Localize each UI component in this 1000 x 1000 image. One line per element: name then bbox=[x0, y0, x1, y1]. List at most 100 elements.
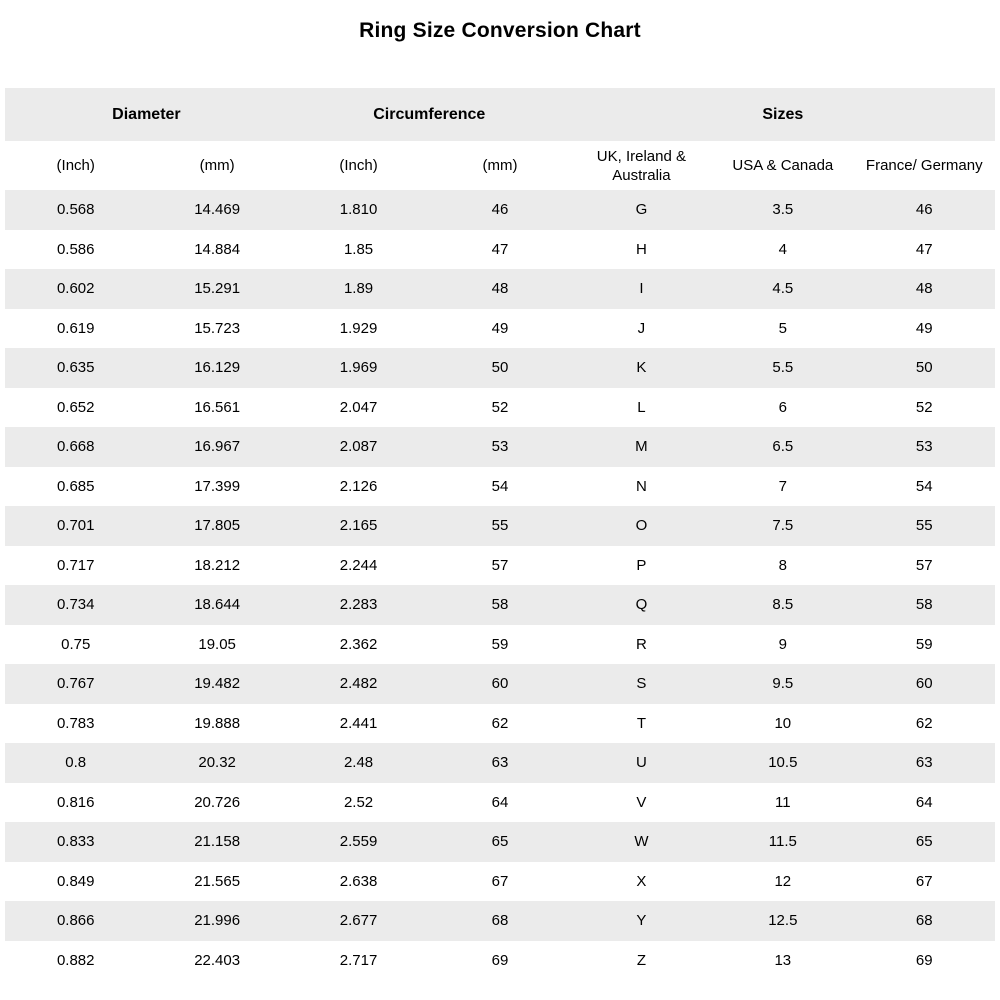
table-cell: 22.403 bbox=[194, 951, 241, 969]
table-cell: 57 bbox=[915, 556, 933, 574]
table-row: 0.783 19.888 2.441 62 T 10 62 bbox=[5, 704, 995, 744]
table-row: 0.8 20.32 2.48 63 U 10.5 63 bbox=[5, 743, 995, 783]
table-cell: 58 bbox=[853, 585, 995, 625]
col-header-diameter-mm: (mm) bbox=[146, 141, 288, 190]
table-row: 0.816 20.726 2.52 64 V 11 64 bbox=[5, 783, 995, 823]
table-cell: 15.723 bbox=[194, 319, 241, 337]
table-cell: 2.087 bbox=[287, 427, 430, 467]
table-cell: 14.884 bbox=[194, 240, 241, 258]
table-cell: 65 bbox=[429, 822, 571, 862]
table-cell: 47 bbox=[491, 240, 509, 258]
table-cell: 0.635 bbox=[5, 348, 147, 388]
table-cell: 0.833 bbox=[5, 822, 147, 862]
table-cell: T bbox=[636, 714, 646, 732]
table-cell: 59 bbox=[915, 635, 933, 653]
table-row: 0.849 21.565 2.638 67 X 12 67 bbox=[5, 862, 995, 902]
table-cell: 4 bbox=[778, 240, 787, 258]
page-title: Ring Size Conversion Chart bbox=[359, 19, 641, 42]
col-header-diameter-inch: (Inch) bbox=[5, 141, 147, 190]
table-cell: H bbox=[635, 240, 647, 258]
table-cell: M bbox=[570, 427, 713, 467]
table-cell: R bbox=[635, 635, 647, 653]
table-cell: 21.565 bbox=[194, 872, 241, 890]
table-row: 0.866 21.996 2.677 68 Y 12.5 68 bbox=[5, 901, 995, 941]
table-row: 0.685 17.399 2.126 54 N 7 54 bbox=[5, 467, 995, 507]
table-cell: 52 bbox=[491, 398, 509, 416]
col-header-circumference-mm: (mm) bbox=[429, 141, 571, 190]
table-cell: 2.441 bbox=[339, 714, 378, 732]
table-cell: 20.726 bbox=[194, 793, 241, 811]
table-cell: Y bbox=[570, 901, 713, 941]
table-row: 0.833 21.158 2.559 65 W 11.5 65 bbox=[5, 822, 995, 862]
table-cell: 54 bbox=[915, 477, 933, 495]
table-cell: 1.85 bbox=[343, 240, 374, 258]
table-cell: 0.568 bbox=[5, 190, 147, 230]
table-row: 0.767 19.482 2.482 60 S 9.5 60 bbox=[5, 664, 995, 704]
table-cell: 0.767 bbox=[5, 664, 147, 704]
group-header-circumference: Circumference bbox=[287, 88, 571, 141]
table-cell: 64 bbox=[491, 793, 509, 811]
table-body: 0.568 14.469 1.810 46 G 3.5 46 0.586 14.884 1.85 4… bbox=[5, 190, 995, 980]
table-cell: 0.783 bbox=[56, 714, 95, 732]
table-cell: 54 bbox=[491, 477, 509, 495]
table-cell: 21.158 bbox=[146, 822, 288, 862]
table-cell: 58 bbox=[429, 585, 571, 625]
table-cell: 0.849 bbox=[56, 872, 95, 890]
table-cell: 11 bbox=[775, 793, 791, 811]
table-cell: 0.816 bbox=[56, 793, 95, 811]
table-cell: 64 bbox=[915, 793, 933, 811]
table-cell: K bbox=[570, 348, 713, 388]
col-header-circumference-inch: (Inch) bbox=[287, 141, 430, 190]
group-header-row: Diameter Circumference Sizes bbox=[5, 88, 995, 141]
table-cell: Q bbox=[570, 585, 713, 625]
table-cell: 67 bbox=[915, 872, 933, 890]
table-cell: 12 bbox=[774, 872, 792, 890]
table-cell: 16.129 bbox=[146, 348, 288, 388]
table-cell: 2.165 bbox=[287, 506, 430, 546]
table-cell: 2.559 bbox=[287, 822, 430, 862]
table-cell: 63 bbox=[853, 743, 995, 783]
table-cell: 2.047 bbox=[339, 398, 378, 416]
table-cell: O bbox=[570, 506, 713, 546]
group-header-sizes: Sizes bbox=[570, 88, 995, 141]
table-cell: 50 bbox=[853, 348, 995, 388]
table-cell: V bbox=[636, 793, 647, 811]
table-cell: 0.602 bbox=[5, 269, 147, 309]
table-cell: 9 bbox=[778, 635, 787, 653]
table-cell: 11.5 bbox=[712, 822, 854, 862]
table-cell: 10 bbox=[774, 714, 792, 732]
table-cell: 0.701 bbox=[5, 506, 147, 546]
col-header-uk-ireland-australia: UK, Ireland & Australia bbox=[570, 141, 713, 190]
table-cell: 2.717 bbox=[339, 951, 378, 969]
table-cell: 2.482 bbox=[287, 664, 430, 704]
table-cell: L bbox=[637, 398, 646, 416]
table-cell: 67 bbox=[491, 872, 509, 890]
table-cell: 0.75 bbox=[61, 635, 91, 653]
table-cell: 48 bbox=[853, 269, 995, 309]
table-cell: 2.52 bbox=[343, 793, 374, 811]
table-cell: 10.5 bbox=[712, 743, 854, 783]
table-cell: 1.969 bbox=[287, 348, 430, 388]
table-cell: Z bbox=[636, 951, 646, 969]
table-cell: 53 bbox=[429, 427, 571, 467]
table-cell: 55 bbox=[853, 506, 995, 546]
table-cell: I bbox=[570, 269, 713, 309]
table-cell: 16.967 bbox=[146, 427, 288, 467]
table-row: 0.75 19.05 2.362 59 R 9 59 bbox=[5, 625, 995, 665]
table-cell: 0.717 bbox=[56, 556, 95, 574]
table-cell: U bbox=[570, 743, 713, 783]
table-cell: 60 bbox=[429, 664, 571, 704]
table-cell: 2.48 bbox=[287, 743, 430, 783]
table-row: 0.717 18.212 2.244 57 P 8 57 bbox=[5, 546, 995, 586]
table-row: 0.619 15.723 1.929 49 J 5 49 bbox=[5, 309, 995, 349]
table-cell: 5.5 bbox=[712, 348, 854, 388]
table-cell: J bbox=[637, 319, 646, 337]
table-row: 0.635 16.129 1.969 50 K 5.5 50 bbox=[5, 348, 995, 388]
table-row: 0.602 15.291 1.89 48 I 4.5 48 bbox=[5, 269, 995, 309]
group-header-diameter: Diameter bbox=[5, 88, 288, 141]
table-cell: 1.810 bbox=[287, 190, 430, 230]
table-cell: 47 bbox=[915, 240, 933, 258]
table-cell: 50 bbox=[429, 348, 571, 388]
table-cell: 4.5 bbox=[712, 269, 854, 309]
table-cell: 53 bbox=[853, 427, 995, 467]
